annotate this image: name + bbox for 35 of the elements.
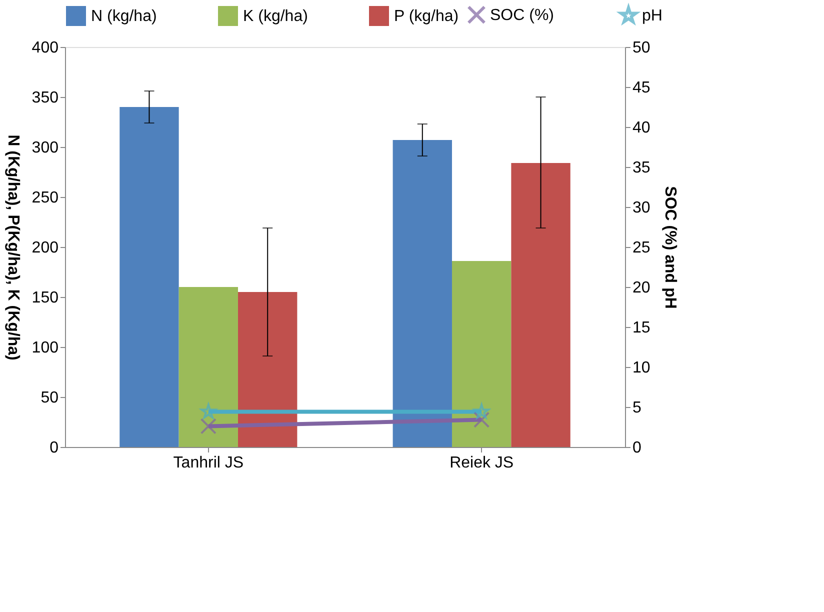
legend-label: K (kg/ha) [243,8,308,25]
y-tick-label: 100 [32,340,59,356]
x-tick-label: Reiek JS [450,454,514,472]
y2-tick-label: 35 [632,160,650,176]
legend-label: P (kg/ha) [394,8,459,25]
y2-tick-label: 0 [632,440,642,456]
bar [238,292,298,447]
y-tick-label: 400 [32,40,59,56]
bar [178,287,238,447]
y2-tick-label: 45 [632,80,650,96]
y2-tick-label: 10 [632,360,650,376]
y2-tick-label: 5 [632,400,642,416]
y-tick-label: 50 [40,390,59,406]
y2-tick-label: 25 [632,240,650,256]
y-tick-label: 200 [32,240,59,256]
y2-tick-label: 20 [632,280,650,296]
y-tick-label: 350 [32,90,59,106]
y-tick-label: 300 [32,140,59,156]
y-tick-label: 0 [50,440,59,456]
y2-tick-label: 15 [632,320,650,336]
y2-tick-label: 40 [632,120,650,136]
y2-tick-label: 30 [632,200,650,216]
y-tick-label: 250 [32,190,59,206]
bar [120,107,179,447]
legend-label: pH [642,8,662,25]
y-tick-label: 150 [32,290,59,306]
y2-tick-label: 50 [632,40,650,56]
y-axis-title: N (Kg/ha), P(Kg/ha), K (Kg/ha) [4,134,22,360]
x-tick-label: Tanhril JS [173,454,244,472]
bar [392,140,452,447]
bar [511,163,570,447]
y2-axis-title: SOC (%) and pH [661,186,678,309]
legend-label: SOC (%) [490,6,554,24]
bar [452,261,512,447]
legend-label: N (kg/ha) [91,8,157,25]
